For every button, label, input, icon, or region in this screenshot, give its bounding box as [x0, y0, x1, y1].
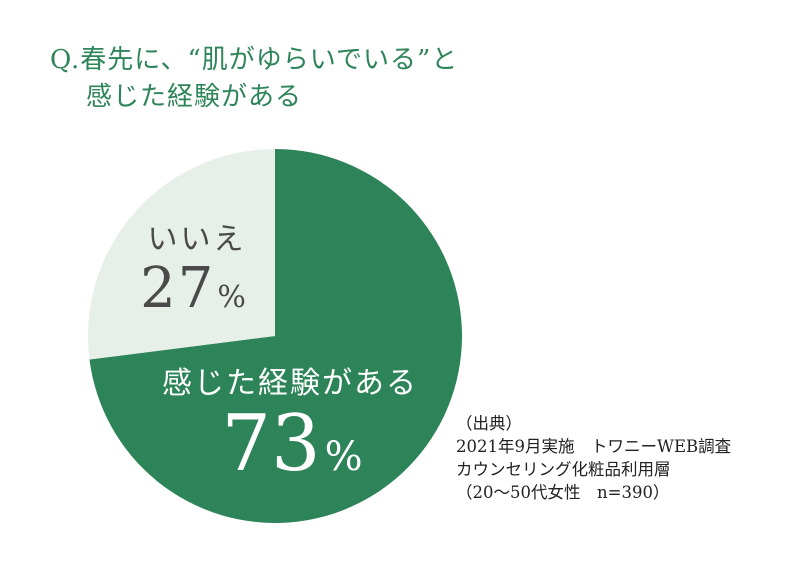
chart-title-line-2: 感じた経験がある	[86, 82, 303, 112]
source-line-2: 2021年9月実施 トワニーWEB調査	[456, 437, 732, 456]
slice-label-no: いいえ	[148, 222, 247, 257]
slice-value-no: 27%	[140, 256, 246, 321]
slice-value-yes-number: 73	[221, 399, 320, 489]
slice-value-no-unit: %	[217, 280, 246, 315]
slice-value-yes-unit: %	[325, 434, 363, 480]
slice-label-yes: 感じた経験がある	[162, 366, 418, 401]
slice-value-no-number: 27	[140, 256, 215, 321]
source-line-3: カウンセリング化粧品利用層	[456, 460, 671, 479]
source-note: （出典） 2021年9月実施 トワニーWEB調査 カウンセリング化粧品利用層 （…	[456, 412, 731, 504]
source-line-1: （出典）	[456, 414, 522, 433]
source-line-4: （20〜50代女性 n=390）	[456, 483, 670, 502]
pie-slice-no	[87, 149, 275, 360]
chart-title-line-1: Q.春先に、“肌がゆらいでいる”と	[50, 45, 459, 75]
slice-value-yes: 73%	[221, 399, 362, 489]
pie-slice-yes	[89, 149, 462, 523]
chart-title: Q.春先に、“肌がゆらいでいる”と 感じた経験がある	[50, 42, 458, 116]
